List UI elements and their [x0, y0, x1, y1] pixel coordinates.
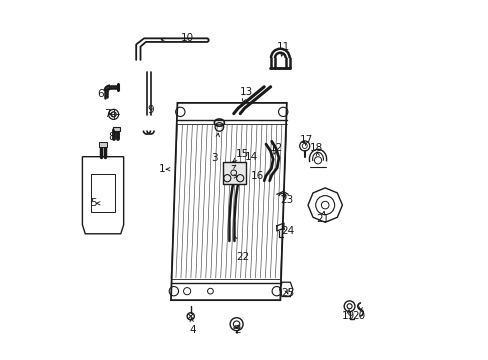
Bar — [91, 174, 115, 212]
Text: 23: 23 — [280, 195, 293, 205]
Text: 4: 4 — [189, 325, 195, 335]
Text: 5: 5 — [90, 198, 97, 208]
Text: 18: 18 — [309, 143, 322, 153]
Text: 24: 24 — [281, 226, 294, 236]
Bar — [223, 162, 246, 184]
Bar — [112, 127, 120, 131]
Text: 12: 12 — [269, 143, 283, 153]
Text: 7: 7 — [104, 109, 111, 119]
Text: 25: 25 — [280, 288, 294, 298]
Text: 14: 14 — [244, 152, 258, 162]
Text: 13: 13 — [239, 87, 252, 97]
Text: 16: 16 — [251, 171, 264, 181]
Text: 2: 2 — [234, 325, 240, 335]
Text: 11: 11 — [276, 42, 289, 52]
Bar — [99, 142, 107, 147]
Text: 9: 9 — [147, 105, 154, 115]
Text: 15: 15 — [235, 149, 248, 159]
Text: 17: 17 — [299, 135, 312, 145]
Text: 1: 1 — [159, 164, 165, 174]
Text: 21: 21 — [315, 215, 328, 224]
Text: 22: 22 — [236, 252, 249, 262]
Text: 8: 8 — [107, 132, 114, 142]
Text: 6: 6 — [97, 89, 103, 99]
Text: 3: 3 — [210, 153, 217, 163]
Text: 10: 10 — [180, 33, 193, 43]
Text: 20: 20 — [352, 311, 365, 321]
Text: 19: 19 — [341, 311, 354, 321]
